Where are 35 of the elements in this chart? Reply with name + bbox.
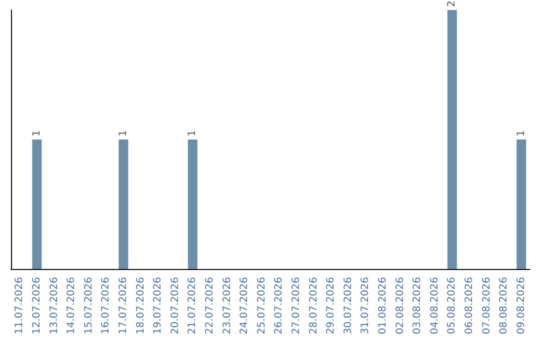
data-label: 1 [516,130,527,136]
x-tick-label: 19.07.2026 [152,277,164,334]
x-tick-label: 18.07.2026 [135,277,146,334]
x-tick-label: 21.07.2026 [187,277,198,334]
x-tick-label: 14.07.2026 [66,277,78,334]
x-tick-label: 05.08.2026 [446,277,458,334]
x-tick-label: 08.08.2026 [498,277,510,334]
data-label: 2 [446,0,458,7]
x-tick-label: 28.07.2026 [308,277,320,334]
x-tick-label: 06.08.2026 [464,277,475,334]
x-tick-label: 01.08.2026 [377,277,388,334]
x-tick-label: 20.07.2026 [170,277,181,334]
x-tick-label: 04.08.2026 [429,277,440,334]
x-tick-label: 26.07.2026 [274,277,285,334]
data-label: 1 [31,130,42,136]
x-tick-label: 27.07.2026 [290,277,302,334]
x-tick-label: 31.07.2026 [360,277,372,334]
x-tick-label: 15.07.2026 [83,277,94,334]
x-tick-label: 29.07.2026 [326,277,337,334]
x-tick-label: 11.07.2026 [14,277,26,334]
x-tick-label: 13.07.2026 [48,277,60,334]
x-tick-label: 23.07.2026 [222,277,233,334]
x-tick-label: 02.08.2026 [394,277,406,334]
x-tick-label: 17.07.2026 [118,277,129,334]
x-tick-label: 30.07.2026 [342,277,354,334]
x-tick-label: 12.07.2026 [31,277,42,334]
x-tick-label: 24.07.2026 [239,277,250,334]
x-tick-label: 03.08.2026 [412,277,424,334]
data-label: 1 [118,130,129,136]
x-tick-label: 07.08.2026 [481,277,492,334]
x-tick-label: 25.07.2026 [256,277,268,334]
x-tick-label: 09.08.2026 [516,277,527,334]
data-label: 1 [187,130,198,136]
x-tick-label: 16.07.2026 [100,277,112,334]
x-tick-label: 22.07.2026 [204,277,216,334]
